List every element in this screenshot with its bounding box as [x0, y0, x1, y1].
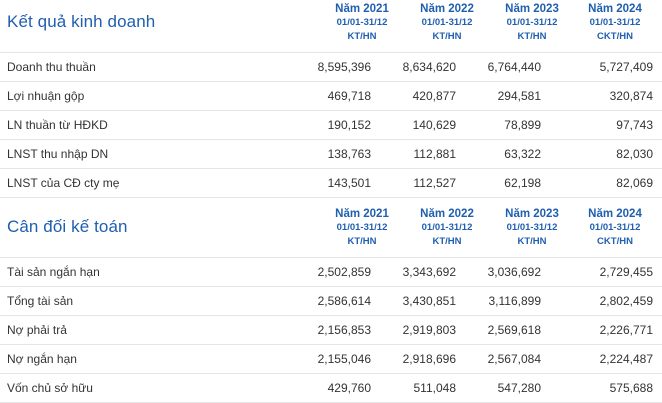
table-row: LN thuần từ HĐKD 190,152 140,629 78,899 … [0, 110, 662, 139]
table-row: Tài sản ngắn hạn 2,502,859 3,343,692 3,0… [0, 257, 662, 286]
row-label: Nợ ngắn hạn [7, 352, 77, 366]
cell-value: 2,226,771 [599, 323, 653, 337]
cell-value: 2,586,614 [317, 294, 371, 308]
cell-value: 112,881 [413, 147, 457, 161]
cell-value: 2,918,696 [402, 352, 456, 366]
col-period: 01/01-31/12 [506, 17, 558, 28]
table-row: Nợ phải trả 2,156,853 2,919,803 2,569,61… [0, 315, 662, 344]
cell-value: 2,567,084 [487, 352, 541, 366]
balance-sheet-section: Cân đối kế toán Năm 2021 01/01-31/12 KT/… [0, 205, 662, 403]
cell-value: 8,595,396 [317, 60, 371, 74]
row-label: LNST của CĐ cty mẹ [7, 176, 120, 190]
col-audit: KT/HN [432, 31, 462, 42]
row-label: LNST thu nhập DN [7, 147, 109, 161]
col-year: Năm 2021 [335, 3, 389, 15]
col-year: Năm 2023 [505, 3, 559, 15]
cell-value: 3,343,692 [402, 265, 456, 279]
balance-col-2024[interactable]: Năm 2024 01/01-31/12 CKT/HN [570, 207, 660, 249]
table-row: Tổng tài sản 2,586,614 3,430,851 3,116,8… [0, 286, 662, 315]
row-label: LN thuần từ HĐKD [7, 118, 108, 132]
table-row: Vốn chủ sở hữu 429,760 511,048 547,280 5… [0, 373, 662, 403]
cell-value: 294,581 [497, 89, 541, 103]
cell-value: 3,036,692 [487, 265, 541, 279]
cell-value: 190,152 [327, 118, 371, 132]
col-period: 01/01-31/12 [506, 222, 558, 233]
col-year: Năm 2024 [588, 208, 642, 220]
row-label: Nợ phải trả [7, 323, 67, 337]
col-audit: KT/HN [347, 31, 377, 42]
col-audit: KT/HN [517, 236, 547, 247]
balance-col-2022[interactable]: Năm 2022 01/01-31/12 KT/HN [402, 207, 492, 249]
cell-value: 2,156,853 [317, 323, 371, 337]
table-row: LNST thu nhập DN 138,763 112,881 63,322 … [0, 139, 662, 168]
col-audit: KT/HN [432, 236, 462, 247]
col-period: 01/01-31/12 [589, 222, 641, 233]
cell-value: 140,629 [412, 118, 456, 132]
col-year: Năm 2022 [420, 3, 474, 15]
income-header: Kết quả kinh doanh Năm 2021 01/01-31/12 … [0, 0, 662, 52]
cell-value: 112,527 [413, 176, 457, 190]
cell-value: 78,899 [504, 118, 541, 132]
cell-value: 138,763 [327, 147, 371, 161]
table-row: Doanh thu thuần 8,595,396 8,634,620 6,76… [0, 52, 662, 81]
row-label: Tài sản ngắn hạn [7, 265, 100, 279]
income-statement-section: Kết quả kinh doanh Năm 2021 01/01-31/12 … [0, 0, 662, 198]
col-period: 01/01-31/12 [589, 17, 641, 28]
cell-value: 63,322 [504, 147, 541, 161]
cell-value: 62,198 [504, 176, 541, 190]
col-audit: CKT/HN [597, 31, 633, 42]
income-col-2023[interactable]: Năm 2023 01/01-31/12 KT/HN [487, 2, 577, 44]
balance-title: Cân đối kế toán [7, 217, 128, 236]
table-row: Lợi nhuận gộp 469,718 420,877 294,581 32… [0, 81, 662, 110]
cell-value: 2,155,046 [317, 352, 371, 366]
col-audit: KT/HN [517, 31, 547, 42]
cell-value: 3,116,899 [488, 294, 542, 308]
cell-value: 469,718 [327, 89, 371, 103]
table-row: Nợ ngắn hạn 2,155,046 2,918,696 2,567,08… [0, 344, 662, 373]
balance-col-2023[interactable]: Năm 2023 01/01-31/12 KT/HN [487, 207, 577, 249]
table-row: LNST của CĐ cty mẹ 143,501 112,527 62,19… [0, 168, 662, 198]
cell-value: 97,743 [616, 118, 653, 132]
col-period: 01/01-31/12 [336, 17, 388, 28]
cell-value: 82,030 [616, 147, 653, 161]
col-year: Năm 2022 [420, 208, 474, 220]
income-col-2022[interactable]: Năm 2022 01/01-31/12 KT/HN [402, 2, 492, 44]
income-col-2024[interactable]: Năm 2024 01/01-31/12 CKT/HN [570, 2, 660, 44]
row-label: Doanh thu thuần [7, 60, 96, 74]
cell-value: 2,802,459 [599, 294, 653, 308]
income-title: Kết quả kinh doanh [7, 12, 156, 31]
cell-value: 547,280 [497, 381, 541, 395]
row-label: Tổng tài sản [7, 294, 74, 308]
section-gap [0, 198, 662, 205]
cell-value: 2,569,618 [487, 323, 541, 337]
cell-value: 2,502,859 [317, 265, 371, 279]
cell-value: 5,727,409 [599, 60, 653, 74]
col-period: 01/01-31/12 [421, 17, 473, 28]
cell-value: 320,874 [609, 89, 653, 103]
col-year: Năm 2023 [505, 208, 559, 220]
col-audit: CKT/HN [597, 236, 633, 247]
cell-value: 420,877 [412, 89, 456, 103]
cell-value: 2,729,455 [599, 265, 653, 279]
balance-header: Cân đối kế toán Năm 2021 01/01-31/12 KT/… [0, 205, 662, 257]
row-label: Vốn chủ sở hữu [7, 381, 93, 395]
cell-value: 429,760 [327, 381, 371, 395]
cell-value: 8,634,620 [402, 60, 456, 74]
cell-value: 82,069 [616, 176, 653, 190]
cell-value: 2,919,803 [402, 323, 456, 337]
cell-value: 2,224,487 [599, 352, 653, 366]
col-year: Năm 2024 [588, 3, 642, 15]
income-col-2021[interactable]: Năm 2021 01/01-31/12 KT/HN [317, 2, 407, 44]
col-audit: KT/HN [347, 236, 377, 247]
col-year: Năm 2021 [335, 208, 389, 220]
col-period: 01/01-31/12 [336, 222, 388, 233]
balance-col-2021[interactable]: Năm 2021 01/01-31/12 KT/HN [317, 207, 407, 249]
cell-value: 6,764,440 [487, 60, 541, 74]
cell-value: 3,430,851 [402, 294, 456, 308]
cell-value: 143,501 [327, 176, 371, 190]
cell-value: 575,688 [609, 381, 653, 395]
row-label: Lợi nhuận gộp [7, 89, 85, 103]
col-period: 01/01-31/12 [421, 222, 473, 233]
cell-value: 511,048 [413, 381, 457, 395]
